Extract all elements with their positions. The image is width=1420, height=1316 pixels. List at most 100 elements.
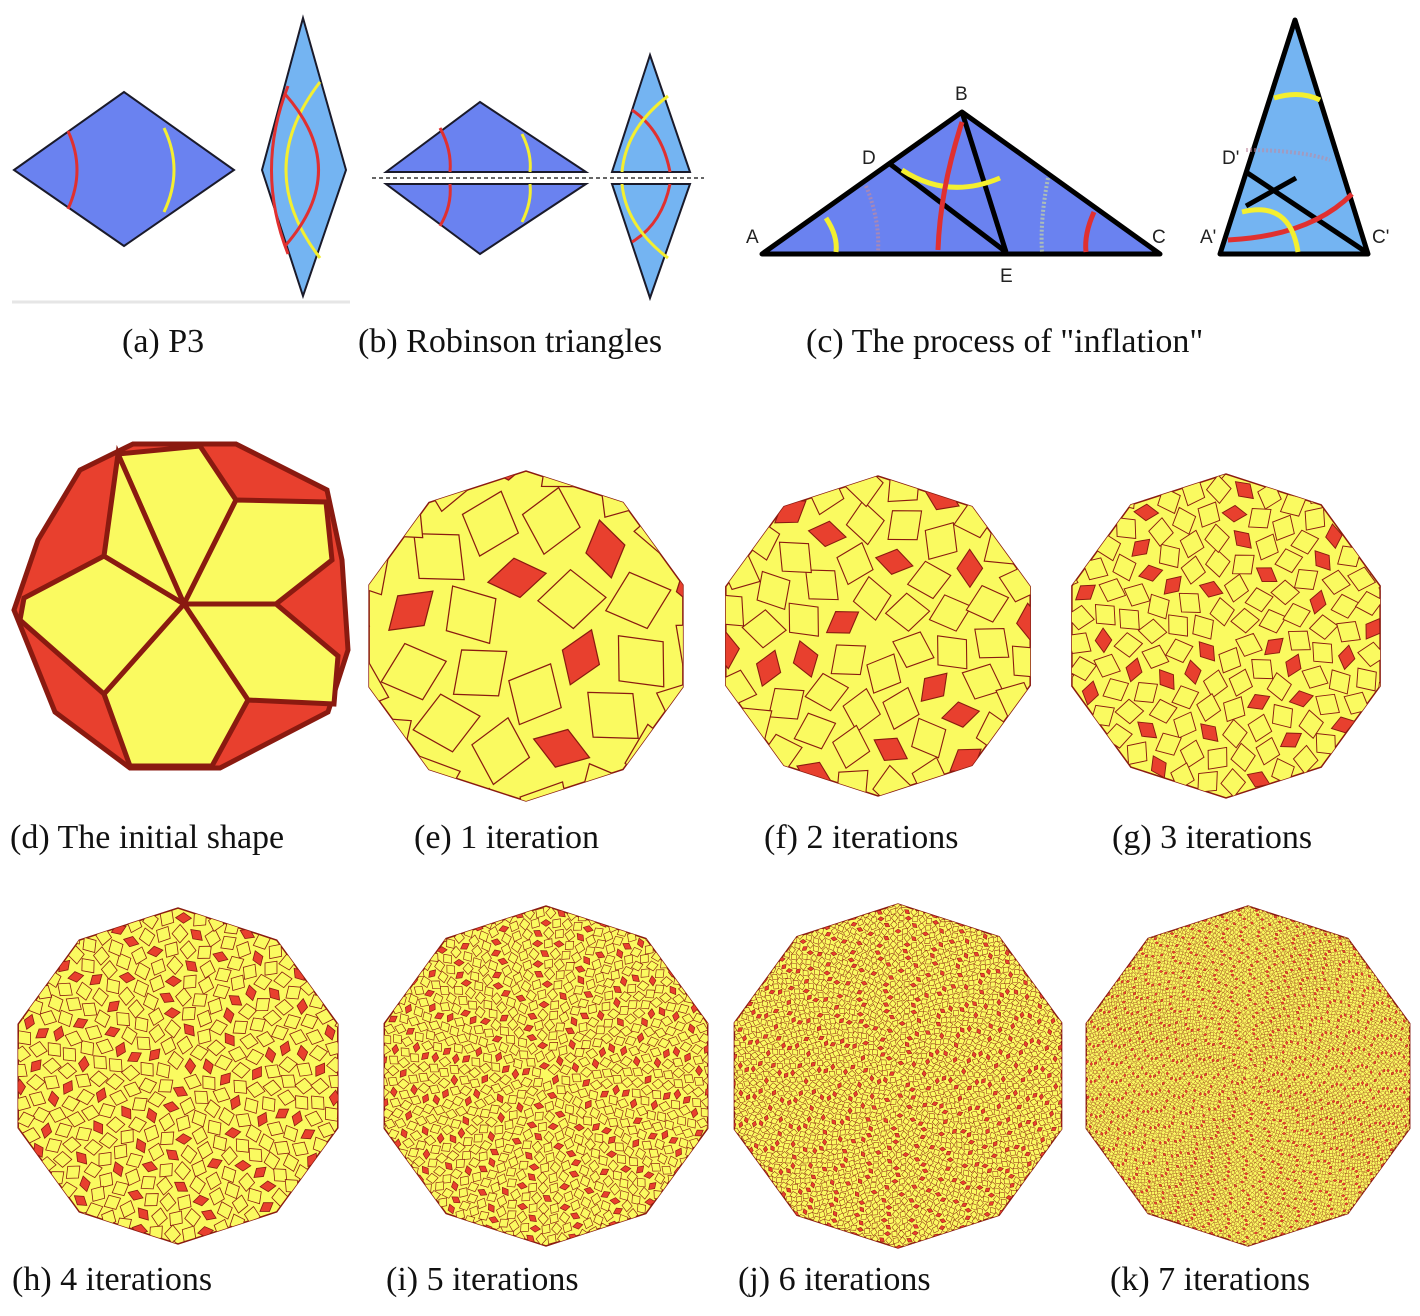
thin-rhomb-tile (632, 1117, 643, 1125)
thick-rhomb-tile (339, 1143, 362, 1165)
thin-rhomb-tile (574, 965, 586, 973)
thick-rhomb-tile (677, 752, 683, 801)
thin-rhomb-tile (536, 906, 548, 907)
thin-rhomb-tile (874, 1150, 883, 1155)
thick-rhomb-tile (221, 1165, 237, 1184)
thick-rhomb-tile (711, 1093, 724, 1105)
thick-rhomb-tile (725, 701, 728, 738)
thick-rhomb-tile (92, 987, 109, 1007)
thick-rhomb-tile (1079, 768, 1110, 795)
thick-rhomb-tile (18, 1164, 25, 1181)
thick-rhomb-tile (480, 951, 492, 964)
thick-rhomb-tile (488, 959, 499, 972)
thin-rhomb-tile (883, 1097, 891, 1103)
thick-rhomb-tile (547, 1064, 561, 1076)
thin-rhomb-tile (858, 1019, 865, 1024)
thick-rhomb-tile (496, 1195, 508, 1208)
thin-rhomb-tile (175, 1133, 193, 1145)
thick-rhomb-tile (449, 1085, 462, 1096)
thick-rhomb-tile (890, 1039, 897, 1048)
thick-rhomb-tile (883, 1124, 891, 1131)
thick-rhomb-tile (28, 1041, 48, 1058)
thin-rhomb-tile (411, 388, 478, 442)
thick-rhomb-tile (938, 1088, 945, 1096)
thick-rhomb-tile (926, 1078, 935, 1086)
faded-arc (1245, 148, 1331, 162)
thick-rhomb-tile (120, 1064, 141, 1082)
thick-rhomb-tile (868, 1035, 874, 1043)
thick-rhomb-tile (857, 1045, 865, 1052)
thin-rhomb-tile (891, 1139, 900, 1145)
thin-rhomb (260, 14, 348, 300)
thick-rhomb-tile (513, 1146, 524, 1159)
thick-rhomb-tile (569, 1178, 581, 1191)
thick-rhomb-tile (724, 1053, 732, 1060)
thin-rhomb-tile (536, 1041, 549, 1050)
thick-rhomb-tile (1282, 602, 1311, 628)
thin-rhomb-tile (477, 1189, 488, 1196)
thick-rhomb-tile (932, 1063, 941, 1071)
red-arc (270, 85, 290, 255)
thick-rhomb-tile (943, 1236, 951, 1245)
thick-rhomb-tile (42, 952, 57, 966)
thick-rhomb-tile (603, 954, 616, 965)
thin-rhomb-tile (219, 1072, 231, 1086)
thin-rhomb-tile (35, 1028, 50, 1039)
thin-rhomb-tile (538, 1062, 551, 1070)
thick-rhomb-tile (841, 1024, 848, 1031)
thick-rhomb-tile (425, 1030, 436, 1041)
thick-rhomb-tile (416, 1021, 429, 1033)
thin-rhomb-tile (845, 1019, 854, 1025)
thick-rhomb-tile (959, 1104, 967, 1111)
thick-rhomb-tile (876, 1008, 884, 1017)
thick-rhomb-tile (696, 1117, 708, 1129)
thick-rhomb-tile (923, 1013, 931, 1021)
thick-rhomb-tile (1342, 477, 1373, 504)
thick-rhomb-tile (906, 1027, 914, 1036)
thin-rhomb-tile (826, 1094, 832, 1102)
thick-rhomb-tile (916, 1057, 923, 1064)
thick-rhomb-tile (637, 1203, 646, 1214)
thick-rhomb-tile (236, 941, 252, 959)
thick-rhomb-tile (43, 1075, 60, 1090)
edge-DE (888, 162, 1008, 254)
thick-rhomb-tile (842, 1101, 850, 1109)
thick-rhomb-tile (468, 1033, 479, 1045)
thick-rhomb-tile (770, 955, 777, 962)
thick-rhomb-tile (558, 1033, 569, 1045)
thin-rhomb-tile (608, 1042, 616, 1054)
thick-rhomb-tile (852, 575, 892, 621)
thin-rhomb-tile (953, 1041, 959, 1049)
thin-rhomb-tile (839, 1118, 845, 1126)
thick-rhomb-tile (896, 1000, 903, 1007)
thick-rhomb-tile (148, 1023, 166, 1044)
thick-rhomb-tile (551, 1222, 563, 1236)
thin-rhomb-tile (913, 997, 922, 1002)
thin-rhomb-tile (725, 629, 741, 670)
tiling-iteration-5 (383, 905, 724, 1247)
thick-rhomb-tile (471, 1057, 481, 1067)
thick-rhomb-tile (858, 1111, 867, 1119)
thin-rhomb-tile (281, 1225, 296, 1236)
thick-rhomb-tile (963, 1110, 971, 1119)
thick-rhomb-tile (847, 1048, 855, 1056)
thick-rhomb-tile (835, 1043, 842, 1051)
thick-rhomb-tile (88, 908, 104, 914)
thin-rhomb-tile (115, 1041, 126, 1058)
yellow-arc (520, 183, 532, 223)
thick-rhomb-tile (175, 1114, 191, 1132)
thick-rhomb-tile (413, 1005, 424, 1018)
thick-rhomb-tile (524, 1243, 534, 1246)
thick-rhomb-tile (884, 1020, 893, 1029)
thin-rhomb-tile (939, 1032, 945, 1040)
thin-rhomb-tile (460, 1009, 472, 1017)
thick-rhomb-tile (934, 1094, 943, 1102)
thin-rhomb-tile (568, 1039, 576, 1051)
thick-rhomb-tile (534, 1111, 544, 1121)
thick-rhomb-tile (64, 1030, 83, 1047)
thick-rhomb-tile (0, 1052, 17, 1076)
thin-rhomb-tile (245, 1226, 263, 1239)
thick-rhomb-tile (89, 1070, 109, 1088)
thick-rhomb-tile (1037, 979, 1047, 988)
yellow-arc (1241, 207, 1301, 253)
